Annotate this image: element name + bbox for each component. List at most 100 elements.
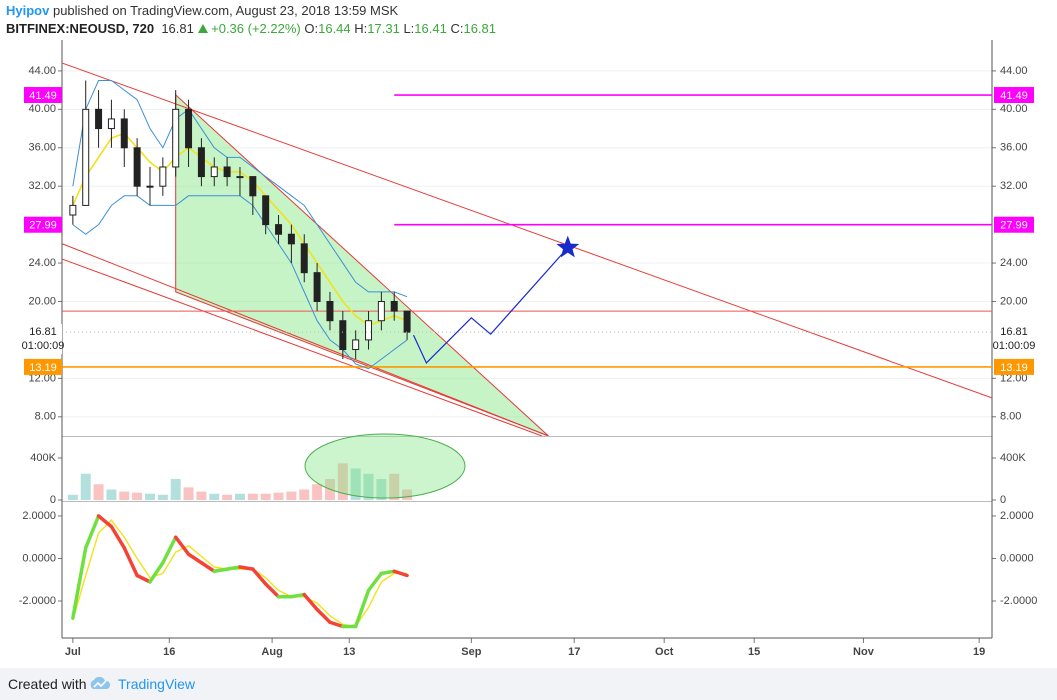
y-tick-label: 8.00 [35,411,56,423]
volume-bar [286,491,297,500]
countdown: 01:00:09 [22,340,65,352]
header: Hyipov published on TradingView.com, Aug… [6,3,398,18]
overlay-line [72,80,408,298]
y-tick-label: 12.00 [1000,372,1028,384]
volume-bar [183,487,194,500]
y-tick-label: 32.00 [28,180,56,192]
ohlc-open-label: O: [304,21,319,36]
x-tick-label: 15 [748,646,760,658]
x-tick-label: Aug [261,646,282,658]
candle-body [223,166,231,178]
oscillator-segment [392,569,409,578]
volume-bar [260,493,271,500]
y-tick-label: 36.00 [28,142,56,154]
candle-body [326,300,334,322]
volume-bar [299,489,310,500]
trendline [62,258,543,436]
volume-bar [196,491,207,500]
candle-body [300,243,308,274]
price-tag-label: 13.19 [1000,362,1028,374]
candle-body [236,176,244,179]
y-tick-label: 20.00 [28,295,56,307]
price-tag-label: 13.19 [29,362,57,374]
created-with: Created with [8,676,87,692]
volume-bar [170,479,181,500]
volume-bar [67,494,78,500]
oscillator-segment [225,565,242,571]
brand[interactable]: TradingView [118,676,196,692]
volume-bar [247,493,258,500]
oscillator-segment [238,565,255,571]
ohlc-low: 16.41 [414,21,447,36]
last-price-tag [24,324,62,355]
volume-bar [80,473,91,500]
ohlc-close: 16.81 [463,21,497,36]
quote-line: BITFINEX:NEOUSD, 720 16.81 +0.36 (+2.22%… [6,21,496,36]
x-tick-label: Sep [461,646,481,658]
oscillator-segment [135,573,152,584]
y-tick-label: 400K [30,452,56,464]
candle-body [120,118,128,149]
price-tag-label: 27.99 [29,220,57,232]
footer: Created with TradingView [0,668,1057,700]
chart: 8.00 8.00 12.00 12.00 20.00 20.00 24.00 24.00 32… [19,40,1037,658]
candle-body [185,108,193,149]
volume-bar [389,473,400,500]
volume-bar [144,493,155,500]
oscillator-segment [96,514,114,529]
last-price-label: 16.81 [29,326,57,338]
y-tick-label: 8.00 [1000,411,1021,423]
author[interactable]: Hyipov [6,3,50,18]
price-tag [994,358,1034,375]
candle-body [69,204,77,216]
oscillator-segment [366,571,384,593]
candle-body [365,320,373,341]
trendline [62,62,992,399]
candle-body [159,166,167,187]
oscillator-segment [161,535,178,565]
ohlc-high-label: H: [354,21,368,36]
candle-body [262,195,270,226]
candle-body [275,224,283,235]
ohlc-close-label: C: [450,21,464,36]
y-tick-label: 24.00 [1000,257,1028,269]
volume-bar [157,494,168,500]
plot-background [62,44,992,638]
volume-bar [350,468,361,500]
oscillator-segment [148,560,165,584]
oscillator-segment [71,546,88,620]
volume-bar [106,489,117,500]
oscillator-segment [83,514,101,550]
price-tag [994,87,1034,104]
price-tag [24,358,62,375]
logo [90,676,111,689]
symbol: BITFINEX:NEOUSD, 720 [6,21,155,36]
candle-body [390,300,398,312]
candle-body [197,147,205,178]
candle-body [352,339,360,351]
ohlc-high: 17.31 [367,21,400,36]
volume-bar [234,493,245,500]
candle-body [377,300,385,322]
x-tick-label: Jul [65,646,81,658]
candle-body [146,185,154,188]
oscillator-segment [199,560,217,573]
volume-bar [337,463,348,500]
oscillator-segment [302,592,319,612]
y-tick-label: 2.0000 [22,510,56,522]
volume-bar [376,479,387,500]
star [556,235,580,258]
y-tick-label: -2.0000 [19,595,56,607]
y-tick-label: 0.0000 [22,552,56,564]
volume-bar [222,494,233,500]
oscillator-segment [263,582,281,599]
volume-bar [402,489,413,500]
y-tick-label: 24.00 [28,257,56,269]
trendline [62,243,549,436]
y-tick-label: 32.00 [1000,180,1028,192]
price-tag-label: 27.99 [1000,220,1028,232]
ohlc-low-label: L: [403,21,415,36]
y-tick-label: 2.0000 [1000,510,1034,522]
oscillator-segment [315,607,332,625]
